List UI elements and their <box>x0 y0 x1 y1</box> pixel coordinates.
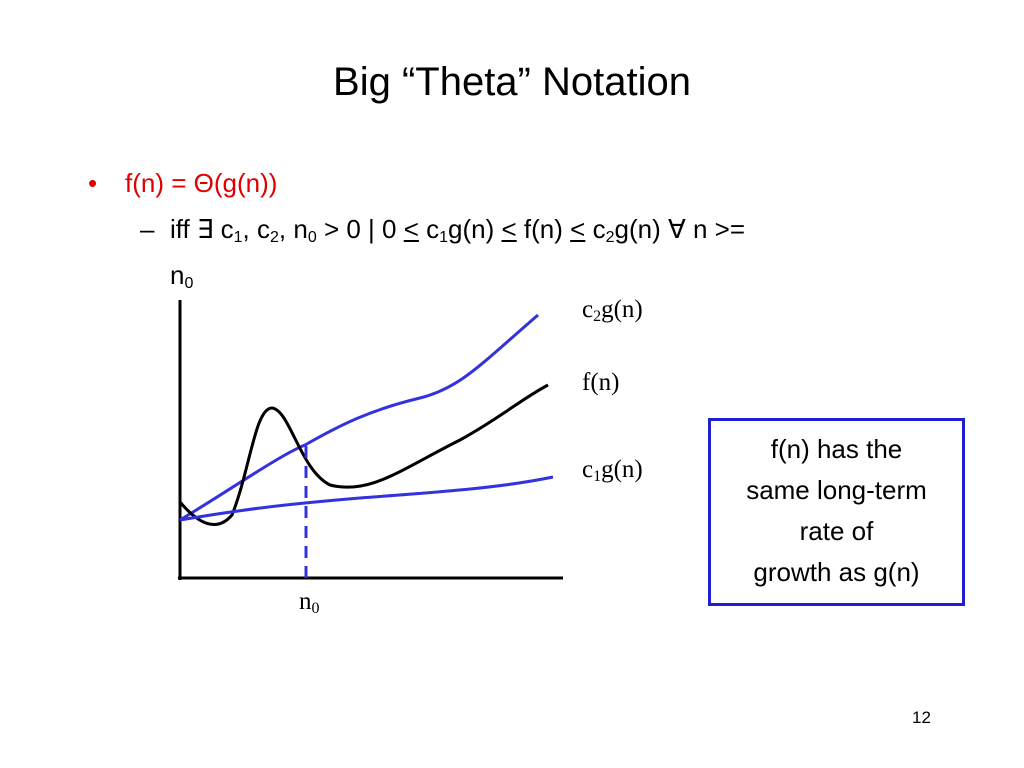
subscript: 1 <box>233 229 243 246</box>
subscript: 2 <box>270 229 279 246</box>
text-run: < <box>403 214 419 244</box>
label-subscript: 0 <box>311 600 320 617</box>
text-run: f(n) <box>516 214 571 244</box>
text-run: c <box>418 214 440 244</box>
text-run: g(n) ∀ n >= <box>614 214 746 244</box>
subscript: 1 <box>439 229 449 246</box>
text-run: < <box>570 214 586 244</box>
bullet-marker: • <box>88 168 98 198</box>
label-part: c <box>582 456 594 483</box>
subscript: 2 <box>605 229 615 246</box>
bullet-text: f(n) = Θ(g(n)) <box>125 168 278 198</box>
text-run: , n <box>278 214 308 244</box>
x-label: n0 <box>299 588 320 618</box>
text-run: , c <box>242 214 270 244</box>
page-number: 12 <box>912 708 931 727</box>
label-part: g(n) <box>601 456 643 483</box>
subscript: 0 <box>184 275 194 292</box>
note-box: f(n) has the same long-term rate of grow… <box>708 418 965 606</box>
text-run: > 0 | 0 <box>316 214 404 244</box>
text-run: c <box>585 214 606 244</box>
label-part: n <box>299 588 312 615</box>
note-line: growth as g(n) <box>753 557 920 587</box>
label-part: g(n) <box>601 296 643 323</box>
note-line: same long-term <box>746 475 927 505</box>
sub-bullet-line: n0 <box>170 260 193 293</box>
text-run: g(n) <box>448 214 502 244</box>
lower-label: c1g(n) <box>582 456 643 486</box>
note-line: f(n) has the <box>770 434 903 464</box>
label-part: c <box>582 296 594 323</box>
upper-label: c2g(n) <box>582 296 643 326</box>
f-curve <box>178 383 549 527</box>
label-subscript: 2 <box>593 308 602 325</box>
text-run: < <box>501 214 517 244</box>
sub-bullet-line: iff ∃ c1, c2, n0 > 0 | 0 < c1g(n) < f(n)… <box>170 214 745 247</box>
upper-bound-curve <box>179 313 539 522</box>
text-run: n <box>170 260 185 290</box>
subscript: 0 <box>307 229 317 246</box>
slide-title: Big “Theta” Notation <box>333 60 691 104</box>
lower-bound-curve <box>179 475 554 522</box>
label-subscript: 1 <box>593 468 602 485</box>
middle-label: f(n) <box>582 369 620 396</box>
text-run: iff ∃ c <box>170 214 234 244</box>
sub-bullet-marker: – <box>140 214 155 244</box>
note-line: rate of <box>799 516 874 546</box>
